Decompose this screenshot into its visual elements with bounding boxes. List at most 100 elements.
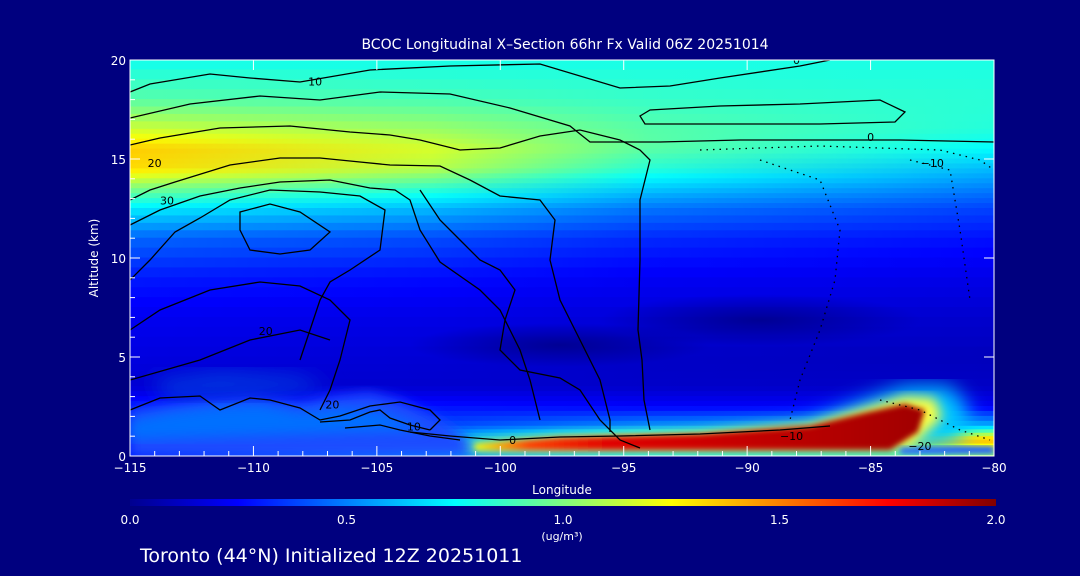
x-tick-label: −80 (981, 461, 1006, 475)
chart-title: BCOC Longitudinal X–Section 66hr Fx Vali… (361, 37, 768, 53)
colorbar-gradient (130, 499, 996, 506)
contour-line (130, 125, 651, 431)
contour-line (130, 281, 351, 411)
contour-line (130, 329, 331, 381)
heat-strip (130, 230, 994, 239)
y-tick-label: 15 (111, 153, 126, 167)
heat-strip (130, 148, 994, 155)
contour-line (419, 189, 641, 449)
contour-line-negative (909, 159, 971, 301)
low-core-east (600, 294, 920, 346)
plot-area: 0 10 0 −10 20 30 20 20 10 0 −10 −20 (130, 54, 994, 456)
contour-line (130, 60, 831, 93)
colorbar-tick-label: 0.5 (337, 513, 356, 527)
y-axis-label: Altitude (km) (87, 219, 101, 298)
heat-strip (130, 277, 994, 289)
colorbar-unit-label: (ug/m³) (541, 530, 582, 543)
heat-strip (130, 307, 994, 318)
colorbar-tick-label: 0.0 (120, 513, 139, 527)
heat-strip (130, 386, 994, 393)
colorbar-ticks: 0.0 0.5 1.0 1.5 2.0 (120, 513, 1005, 527)
contour-label: 20 (325, 398, 339, 411)
heat-strip (130, 420, 994, 427)
heat-strip (130, 158, 994, 165)
x-tick-label: −115 (114, 461, 147, 475)
contour-label: −10 (780, 430, 803, 443)
contour-line-negative (759, 159, 841, 421)
contour-line (130, 395, 441, 431)
contour-label: −10 (921, 157, 944, 170)
heat-strip (130, 173, 994, 180)
contour-line (130, 189, 386, 361)
heat-strip (130, 316, 994, 328)
contour-label: 20 (259, 325, 273, 338)
contour-line (639, 99, 907, 125)
heat-strip (130, 121, 994, 130)
x-axis-label: Longitude (532, 483, 592, 497)
surface-plume (470, 386, 994, 454)
heat-strip (130, 143, 994, 150)
contour-lines (130, 60, 994, 449)
colorbar-tick-label: 2.0 (986, 513, 1005, 527)
heat-strip (130, 89, 994, 101)
heat-strip (130, 193, 994, 200)
concentration-field (130, 60, 994, 456)
contour-label: 10 (407, 420, 421, 433)
x-tick-label: −90 (734, 461, 759, 475)
contour-label: −20 (908, 440, 931, 453)
footer-caption: Toronto (44°N) Initialized 12Z 20251011 (139, 545, 523, 567)
x-tick-label: −85 (858, 461, 883, 475)
contour-line (344, 424, 461, 441)
heat-strip (130, 198, 994, 205)
heat-strip (130, 406, 994, 412)
contour-line (319, 409, 431, 431)
contour-line (409, 425, 831, 441)
heat-strip (130, 410, 994, 417)
boundary-layer-patch (150, 370, 330, 400)
heat-strip (130, 378, 994, 388)
heat-strip (130, 429, 994, 434)
x-axis: −115 −110 −105 −100 −95 −90 −85 −80 (114, 60, 1007, 475)
colorbar-tick-label: 1.0 (553, 513, 572, 527)
heat-strip (130, 138, 994, 145)
heat-strip (130, 79, 994, 91)
contour-labels: 0 10 0 −10 20 30 20 20 10 0 −10 −20 (148, 54, 944, 453)
heat-strip (130, 247, 994, 259)
heat-strip (130, 133, 994, 140)
contour-label: 10 (308, 76, 322, 89)
contour-line (239, 203, 332, 255)
heat-strip (130, 153, 994, 160)
heat-strip (130, 257, 994, 269)
heat-strip (130, 128, 994, 135)
contour-label: 0 (793, 54, 800, 67)
colorbar: 0.0 0.5 1.0 1.5 2.0 (ug/m³) (120, 499, 1006, 543)
heat-strip (130, 267, 994, 279)
contour-line-negative (879, 399, 991, 441)
heat-strip (130, 222, 994, 232)
contour-label: 0 (867, 131, 874, 144)
heat-strip (130, 391, 994, 398)
heat-strip (130, 415, 994, 422)
contour-label: 30 (160, 195, 174, 208)
heat-strip (130, 106, 994, 115)
colorbar-tick-label: 1.5 (770, 513, 789, 527)
heat-strip (130, 425, 994, 431)
y-tick-label: 10 (111, 252, 126, 266)
plume-core (475, 404, 925, 450)
heat-strip (130, 287, 994, 299)
heat-strip (130, 69, 994, 81)
heat-strip (130, 188, 994, 195)
heat-strip (130, 451, 994, 456)
heat-strip (130, 371, 994, 380)
x-tick-label: −95 (611, 461, 636, 475)
heat-strip (130, 203, 994, 209)
heat-strip (130, 183, 994, 190)
heat-strip (130, 168, 994, 175)
y-axis: 0 5 10 15 20 (111, 54, 994, 464)
x-tick-label: −110 (237, 461, 270, 475)
heat-strip (130, 99, 994, 108)
heat-strip (130, 363, 994, 373)
heat-strip (130, 432, 994, 438)
heat-strip (130, 237, 994, 249)
